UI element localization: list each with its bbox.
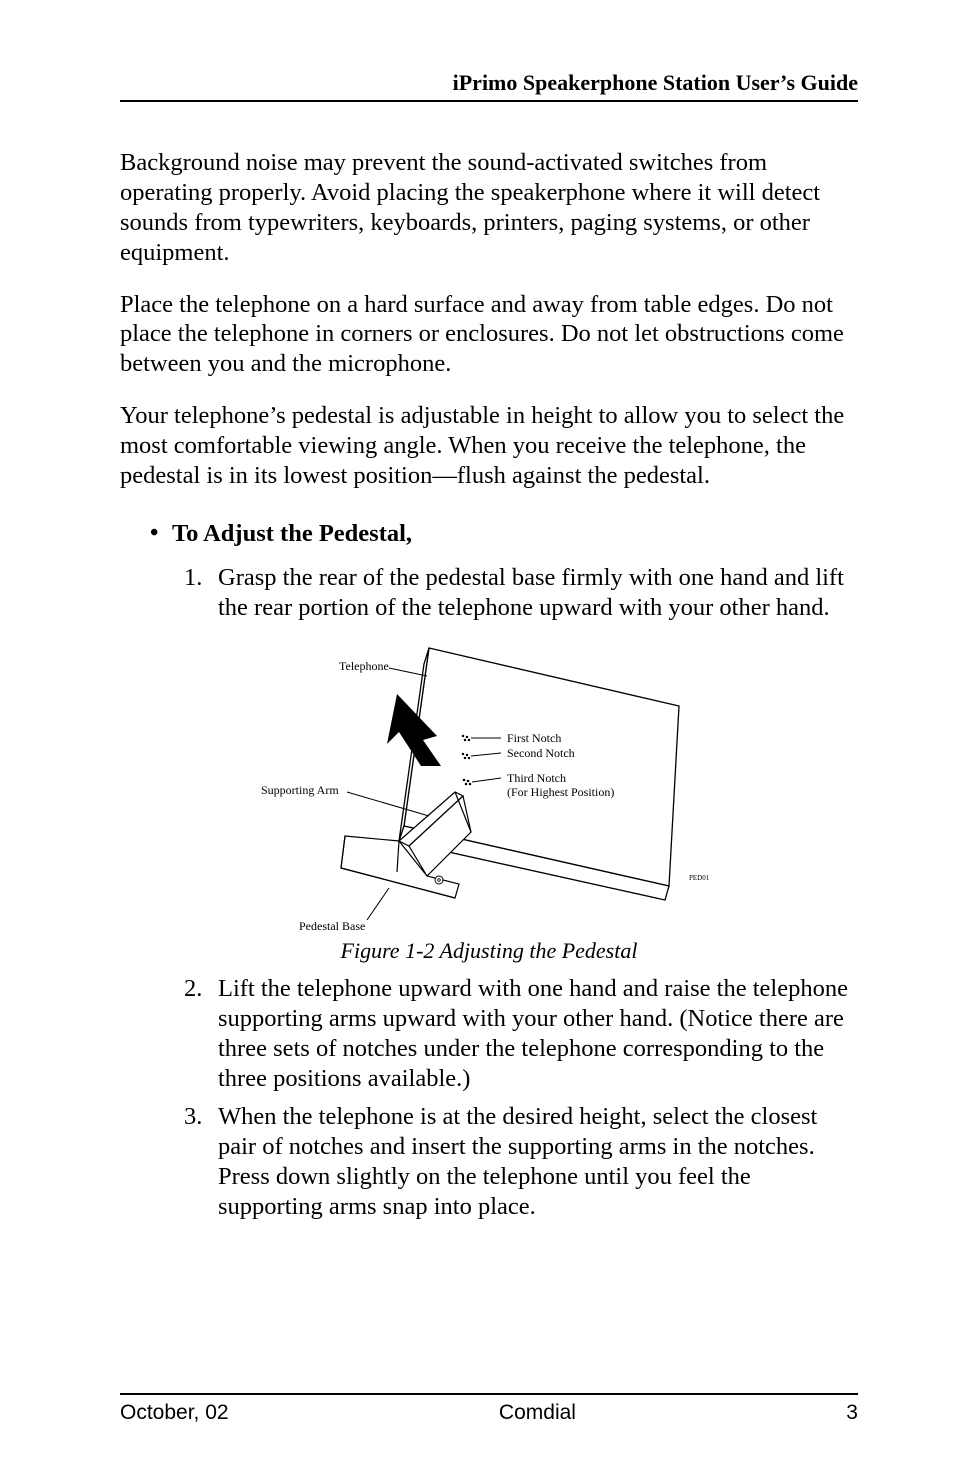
- footer-left: October, 02: [120, 1401, 229, 1425]
- figure-pedestal: Telephone Supporting Arm Pedestal Base F…: [120, 636, 858, 964]
- bullet-label: To Adjust the Pedestal,: [172, 519, 412, 549]
- numbered-list: 1. Grasp the rear of the pedestal base f…: [184, 563, 858, 631]
- footer-rule: [120, 1393, 858, 1395]
- label-third-notch: Third Notch: [507, 771, 566, 785]
- item-text: Lift the telephone upward with one hand …: [218, 974, 858, 1094]
- page: iPrimo Speakerphone Station User’s Guide…: [0, 0, 954, 1475]
- item-number: 2.: [184, 974, 218, 1094]
- item-text: Grasp the rear of the pedestal base firm…: [218, 563, 858, 623]
- label-pedestal-base: Pedestal Base: [299, 919, 365, 933]
- figure-caption: Figure 1-2 Adjusting the Pedestal: [341, 938, 638, 964]
- label-supporting-arm: Supporting Arm: [261, 783, 339, 797]
- header-rule: [120, 100, 858, 102]
- item-number: 1.: [184, 563, 218, 623]
- list-item: 3. When the telephone is at the desired …: [184, 1102, 858, 1222]
- label-second-notch: Second Notch: [507, 746, 575, 760]
- item-number: 3.: [184, 1102, 218, 1222]
- item-text: When the telephone is at the desired hei…: [218, 1102, 858, 1222]
- list-item: 2. Lift the telephone upward with one ha…: [184, 974, 858, 1094]
- bullet-adjust-pedestal: • To Adjust the Pedestal,: [150, 519, 858, 549]
- label-for-highest: (For Highest Position): [507, 785, 614, 799]
- label-telephone: Telephone: [339, 659, 389, 673]
- paragraph-3: Your telephone’s pedestal is adjustable …: [120, 401, 858, 491]
- paragraph-1: Background noise may prevent the sound-a…: [120, 148, 858, 268]
- bullet-marker: •: [150, 519, 172, 549]
- list-item: 1. Grasp the rear of the pedestal base f…: [184, 563, 858, 623]
- numbered-list-cont: 2. Lift the telephone upward with one ha…: [184, 974, 858, 1229]
- footer-center: Comdial: [499, 1401, 576, 1425]
- running-header: iPrimo Speakerphone Station User’s Guide: [120, 70, 858, 96]
- footer-right: 3: [846, 1401, 858, 1425]
- paragraph-2: Place the telephone on a hard surface an…: [120, 290, 858, 380]
- label-first-notch: First Notch: [507, 731, 561, 745]
- pedestal-diagram: Telephone Supporting Arm Pedestal Base F…: [249, 636, 729, 936]
- page-footer: October, 02 Comdial 3: [120, 1393, 858, 1425]
- label-figure-code: PED01: [689, 874, 710, 882]
